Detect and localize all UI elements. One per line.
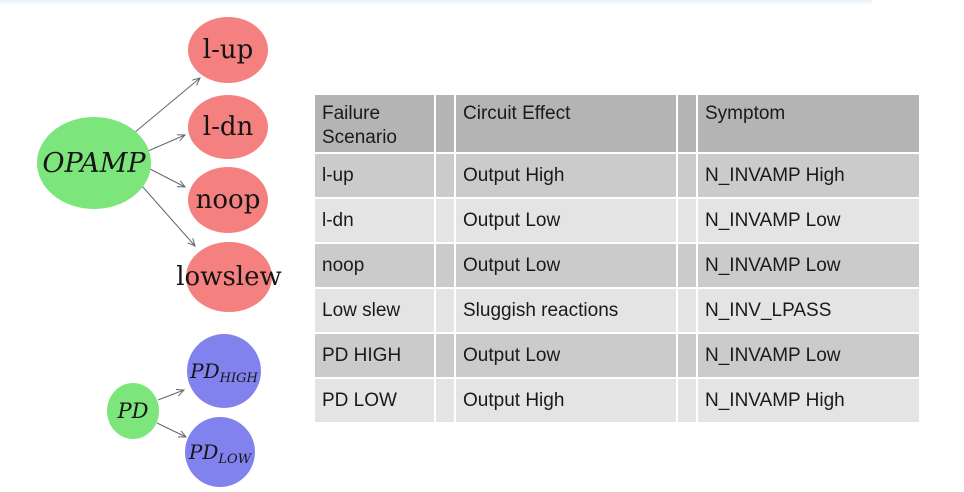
header-spacer-2 xyxy=(678,95,696,152)
node-pd-label: PD xyxy=(117,399,149,423)
cell-symptom: N_INV_LPASS xyxy=(698,289,919,332)
arrow-pd-pdlow xyxy=(156,422,186,437)
arrow-opamp-lup xyxy=(133,78,200,134)
node-l-dn-label: l-dn xyxy=(203,112,254,142)
spacer-cell xyxy=(436,199,454,242)
cell-scenario: Low slew xyxy=(315,289,434,332)
node-noop xyxy=(188,167,268,233)
cell-effect: Output High xyxy=(456,379,676,422)
node-opamp-label: OPAMP xyxy=(42,148,146,179)
node-noop-label: noop xyxy=(196,185,261,215)
cell-symptom: N_INVAMP High xyxy=(698,154,919,197)
header-circuit-effect: Circuit Effect xyxy=(456,95,676,152)
pd-high-main: PD xyxy=(189,359,220,383)
opamp-arrows xyxy=(133,78,200,246)
node-pd-low-label: PDLOW xyxy=(188,440,253,467)
cell-symptom: N_INVAMP Low xyxy=(698,334,919,377)
cell-scenario: PD HIGH xyxy=(315,334,434,377)
spacer-cell xyxy=(436,154,454,197)
cell-scenario: PD LOW xyxy=(315,379,434,422)
cell-scenario: noop xyxy=(315,244,434,287)
spacer-cell xyxy=(678,379,696,422)
header-failure-scenario: Failure Scenario xyxy=(315,95,434,152)
cell-effect: Output High xyxy=(456,154,676,197)
cell-effect: Output Low xyxy=(456,199,676,242)
spacer-cell xyxy=(436,379,454,422)
cell-symptom: N_INVAMP High xyxy=(698,379,919,422)
spacer-cell xyxy=(436,244,454,287)
node-pd-high-label: PDHIGH xyxy=(189,359,258,386)
arrow-opamp-noop xyxy=(149,168,185,187)
node-pd xyxy=(107,383,159,439)
node-lowslew xyxy=(186,242,272,312)
failure-symptom-table: Failure Scenario Circuit Effect Symptom … xyxy=(315,95,919,422)
node-pd-high xyxy=(187,334,261,408)
spacer-cell xyxy=(678,289,696,332)
arrow-opamp-lowslew xyxy=(141,185,195,246)
pd-high-sub: HIGH xyxy=(219,371,259,386)
node-opamp xyxy=(37,117,151,209)
node-lowslew-label: lowslew xyxy=(176,262,282,292)
spacer-cell xyxy=(678,154,696,197)
cell-symptom: N_INVAMP Low xyxy=(698,199,919,242)
pd-arrows xyxy=(156,390,186,437)
header-spacer-1 xyxy=(436,95,454,152)
cell-effect: Output Low xyxy=(456,244,676,287)
node-l-up xyxy=(188,17,268,83)
spacer-cell xyxy=(436,289,454,332)
spacer-cell xyxy=(678,244,696,287)
node-pd-low xyxy=(185,417,255,487)
node-l-dn xyxy=(188,95,268,159)
spacer-cell xyxy=(678,199,696,242)
cell-effect: Output Low xyxy=(456,334,676,377)
pd-low-sub: LOW xyxy=(217,452,252,467)
cell-scenario: l-up xyxy=(315,154,434,197)
header-symptom: Symptom xyxy=(698,95,919,152)
pd-low-main: PD xyxy=(188,440,219,464)
cell-scenario: l-dn xyxy=(315,199,434,242)
spacer-cell xyxy=(678,334,696,377)
arrow-opamp-ldn xyxy=(147,135,185,152)
spacer-cell xyxy=(436,334,454,377)
cell-effect: Sluggish reactions xyxy=(456,289,676,332)
arrow-pd-pdhigh xyxy=(157,390,184,401)
cell-symptom: N_INVAMP Low xyxy=(698,244,919,287)
fault-tree-diagram: OPAMP l-up l-dn noop lowslew PD PDHIGH P… xyxy=(37,17,282,487)
node-l-up-label: l-up xyxy=(203,35,254,65)
